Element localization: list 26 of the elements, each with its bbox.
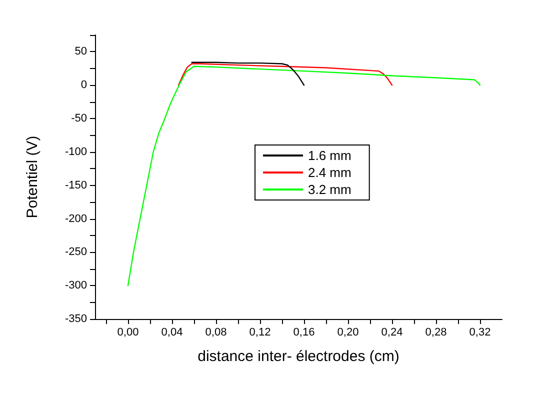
y-tick-label: -250 xyxy=(64,246,87,258)
x-tick-label: 0,00 xyxy=(117,326,139,338)
y-tick-label: -200 xyxy=(64,212,87,225)
x-tick-label: 0,16 xyxy=(293,326,315,338)
line-series xyxy=(178,63,393,86)
y-axis-title: Potentiel (V) xyxy=(24,136,41,218)
y-tick-label: -150 xyxy=(64,179,87,192)
y-tick-label: -300 xyxy=(64,280,87,292)
x-tick-label: 0,24 xyxy=(381,326,403,338)
x-tick-label: 0,08 xyxy=(205,326,227,338)
x-tick-label: 0,28 xyxy=(425,326,447,338)
x-tick-label: 0,32 xyxy=(469,326,491,338)
x-tick-label: 0,04 xyxy=(161,326,183,338)
line-series xyxy=(191,62,305,86)
y-tick-label: -50 xyxy=(71,112,87,125)
x-tick-label: 0,12 xyxy=(249,326,271,338)
y-tick-label: 50 xyxy=(74,46,87,58)
y-tick-label: 0 xyxy=(80,79,87,92)
legend-label: 1.6 mm xyxy=(308,148,352,163)
legend-label: 2.4 mm xyxy=(308,165,352,180)
x-axis-title: distance inter- électrodes (cm) xyxy=(198,348,400,365)
x-tick-label: 0,20 xyxy=(337,326,359,338)
y-tick-label: -350 xyxy=(64,313,87,325)
line-series xyxy=(127,66,481,286)
legend-label: 3.2 mm xyxy=(308,182,352,197)
y-tick-label: -100 xyxy=(64,146,87,158)
